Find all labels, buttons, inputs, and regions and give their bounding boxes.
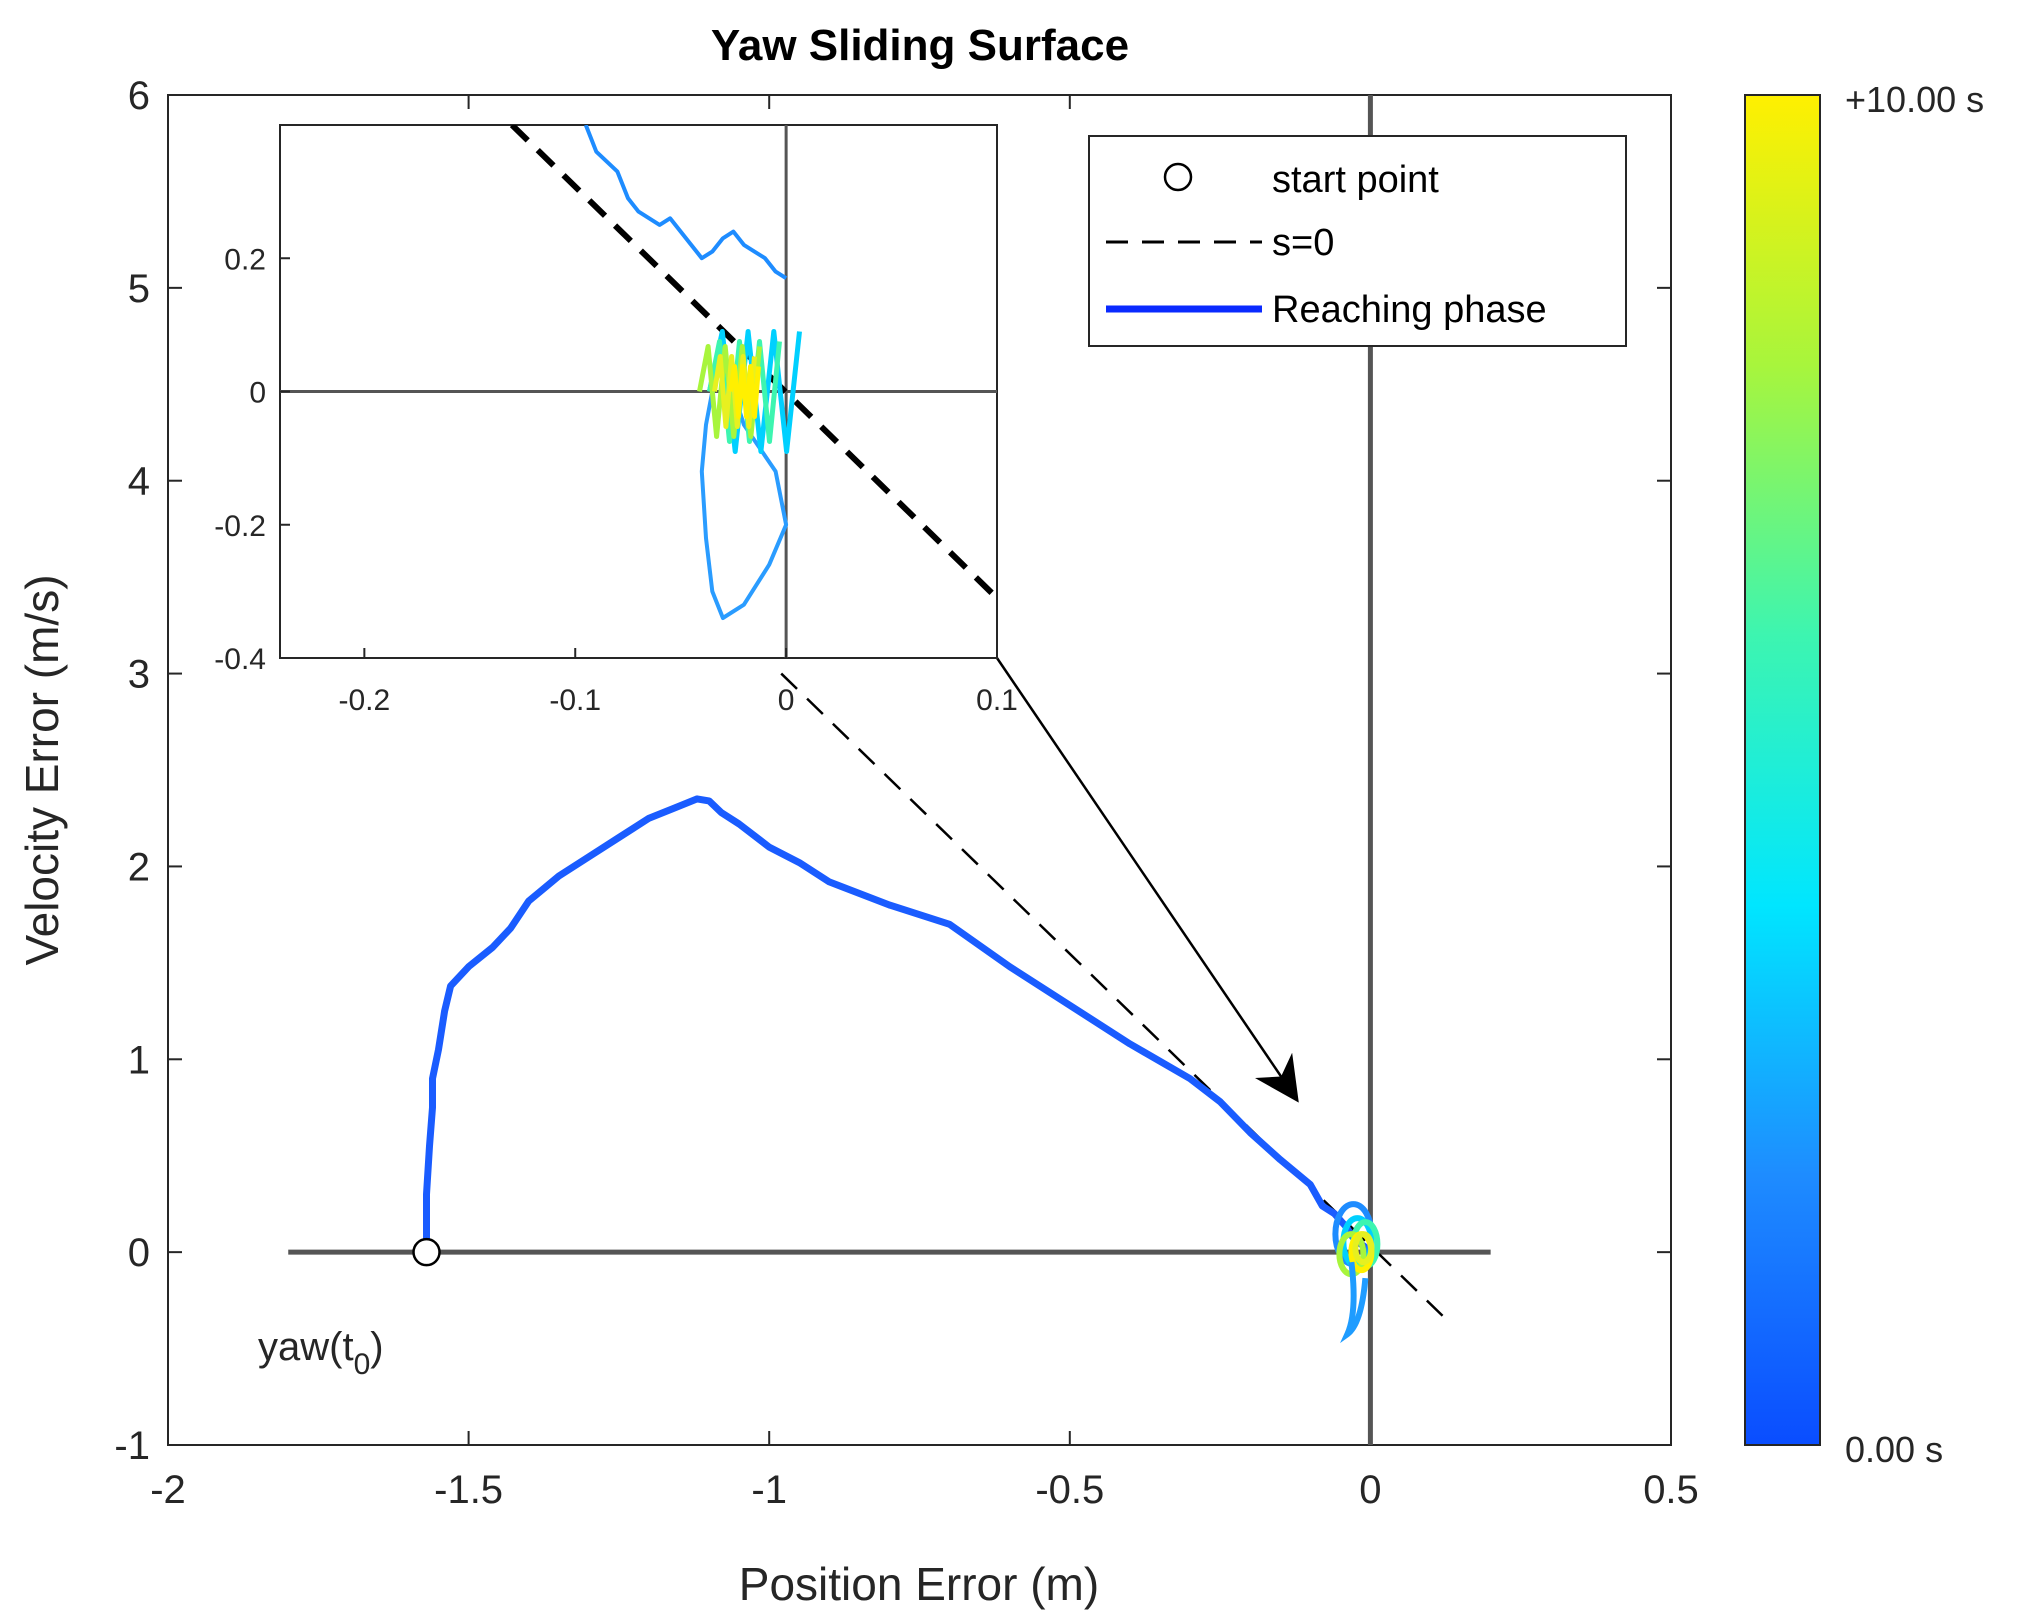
inset-y-tick-label: 0 (249, 377, 266, 410)
converged-cluster-loop (1352, 1231, 1375, 1266)
inset-cluster-oscillation (728, 364, 761, 419)
y-tick-label: 1 (128, 1038, 150, 1082)
inset-x-tick-label: -0.2 (339, 684, 391, 717)
inset-y-tick-label: -0.2 (214, 510, 266, 543)
start-annotation-main: yaw(t (258, 1325, 354, 1369)
x-axis-label: Position Error (m) (739, 1558, 1099, 1610)
main-axis-ticks: -2 -1.5 -1 -0.5 0 0.5 -1 0 1 2 3 4 5 6 (114, 74, 1698, 1512)
legend-start-point-label: start point (1272, 159, 1439, 201)
legend-reaching-label: Reaching phase (1272, 289, 1547, 331)
y-tick-label: 6 (128, 74, 150, 118)
x-tick-label: -1.5 (434, 1468, 503, 1512)
inset-loop-line (699, 357, 789, 620)
x-tick-label: -1 (751, 1468, 787, 1512)
x-tick-label: -0.5 (1035, 1468, 1104, 1512)
converged-cluster-tail (1340, 1261, 1369, 1344)
start-point-marker (412, 1237, 441, 1267)
y-tick-label: -1 (114, 1424, 150, 1468)
reaching-phase-line (423, 795, 1368, 1256)
colorbar (1744, 94, 1821, 1446)
y-tick-label: 3 (128, 653, 150, 697)
colorbar-min-label: 0.00 s (1845, 1429, 1943, 1470)
zoom-arrow (995, 657, 1299, 1103)
inset-trajectory-line (583, 125, 788, 280)
x-tick-label: 0 (1359, 1468, 1381, 1512)
legend-s0-label: s=0 (1272, 222, 1334, 264)
x-tick-label: 0.5 (1643, 1468, 1699, 1512)
inset-plot-content (280, 125, 997, 658)
inset-x-tick-label: -0.1 (549, 684, 601, 717)
inset-y-tick-label: -0.4 (214, 643, 266, 676)
x-tick-label: -2 (150, 1468, 186, 1512)
y-tick-label: 4 (128, 460, 150, 504)
start-annotation: yaw(t0) (258, 1325, 384, 1381)
y-tick-label: 0 (128, 1231, 150, 1275)
legend: start point s=0 Reaching phase (1088, 135, 1627, 347)
inset-x-tick-label: 0 (778, 684, 795, 717)
colorbar-max-label: +10.00 s (1845, 79, 1984, 120)
y-tick-label: 2 (128, 845, 150, 889)
start-annotation-close: ) (370, 1325, 383, 1369)
inset-axis-ticks: -0.2 -0.1 0 0.1 -0.4 -0.2 0 0.2 (214, 243, 1018, 717)
start-annotation-subscript: 0 (354, 1348, 371, 1381)
inset-y-tick-label: 0.2 (224, 243, 266, 276)
y-axis-label: Velocity Error (m/s) (16, 574, 68, 965)
chart-title: Yaw Sliding Surface (711, 21, 1129, 70)
y-tick-label: 5 (128, 267, 150, 311)
legend-start-point-marker (1163, 162, 1193, 192)
inset-x-tick-label: 0.1 (976, 684, 1018, 717)
